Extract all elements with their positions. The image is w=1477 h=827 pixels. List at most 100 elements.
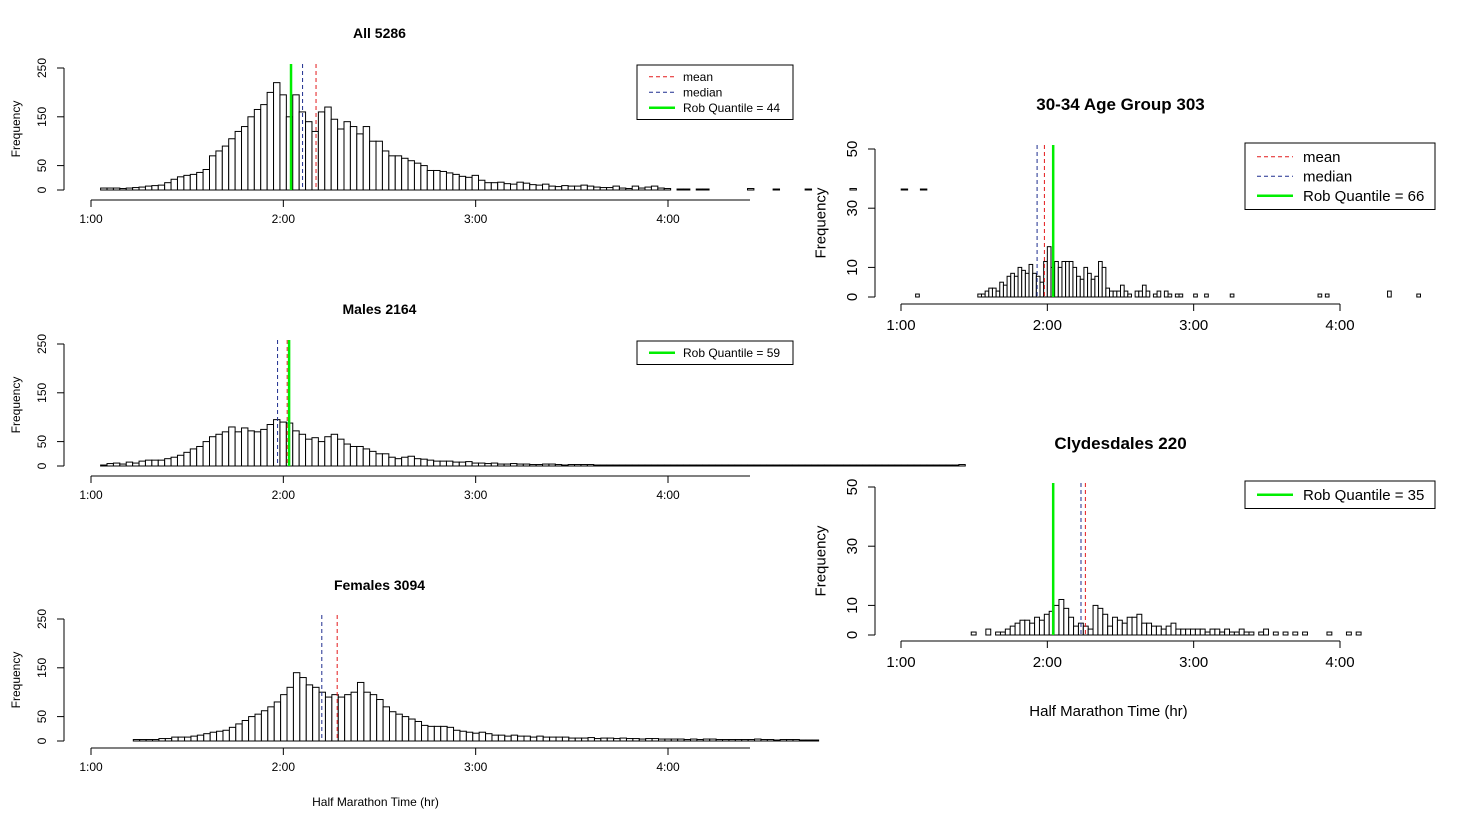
histogram-bar bbox=[317, 441, 326, 467]
histogram-bar bbox=[631, 185, 640, 191]
histogram-bar bbox=[427, 725, 435, 742]
histogram-bar bbox=[215, 150, 223, 191]
histogram-bar bbox=[1068, 260, 1074, 298]
histogram-bar bbox=[253, 108, 262, 191]
histogram-bar bbox=[843, 464, 851, 467]
histogram-bar bbox=[413, 458, 422, 467]
histogram-bar bbox=[426, 459, 435, 467]
histogram-bar bbox=[1387, 290, 1392, 298]
histogram-bar bbox=[472, 732, 480, 742]
histogram-bar bbox=[1054, 260, 1059, 298]
histogram-bar bbox=[1185, 628, 1192, 636]
histogram-bar bbox=[995, 290, 1001, 298]
y-tick-label: 30 bbox=[844, 200, 861, 217]
histogram-bar bbox=[1102, 613, 1109, 636]
x-tick-label: 3:00 bbox=[1179, 654, 1208, 671]
histogram-bar bbox=[823, 464, 832, 467]
histogram-bar bbox=[734, 739, 743, 742]
legend: Rob Quantile = 59 bbox=[636, 340, 794, 365]
histogram-bar bbox=[1123, 290, 1129, 298]
histogram-bar bbox=[522, 182, 531, 191]
y-tick-label: 10 bbox=[844, 259, 861, 276]
bars bbox=[915, 246, 1421, 298]
histogram-bar bbox=[1046, 246, 1052, 298]
histogram-bar bbox=[241, 720, 250, 742]
histogram-bar bbox=[164, 738, 173, 742]
histogram-bar bbox=[754, 738, 762, 742]
histogram-bar bbox=[119, 188, 127, 191]
histogram-bar bbox=[426, 169, 435, 191]
histogram-bar bbox=[1345, 631, 1352, 636]
histogram-bar bbox=[792, 739, 800, 742]
histogram-bar bbox=[1029, 622, 1036, 636]
histogram-bar bbox=[477, 462, 486, 467]
histogram-bar bbox=[248, 716, 256, 742]
histogram-bar bbox=[631, 464, 640, 467]
histogram-bar bbox=[1324, 293, 1330, 298]
histogram-bar bbox=[228, 138, 236, 191]
histogram-bar bbox=[324, 436, 332, 467]
y-axis-label: Frequency bbox=[9, 377, 23, 434]
histogram-bar bbox=[734, 464, 742, 467]
histogram-bar bbox=[650, 185, 659, 191]
histogram-bar bbox=[766, 464, 774, 467]
histogram-bar bbox=[228, 426, 236, 467]
histogram-bar bbox=[988, 287, 993, 298]
histogram-bar bbox=[804, 188, 813, 191]
histogram-bar bbox=[554, 464, 563, 467]
histogram-bar bbox=[1105, 287, 1111, 298]
histogram-bar bbox=[619, 737, 627, 742]
histogram-bar bbox=[561, 464, 569, 467]
histogram-bar bbox=[132, 462, 140, 467]
histogram-bar bbox=[887, 464, 896, 467]
histogram-bar bbox=[574, 737, 583, 742]
histogram-bar bbox=[548, 185, 556, 191]
histogram-bar bbox=[344, 694, 352, 742]
histogram-bar bbox=[599, 187, 608, 191]
histogram-bar bbox=[299, 677, 307, 742]
histogram-bar bbox=[915, 293, 920, 298]
histogram-bar bbox=[664, 738, 672, 742]
histogram-bar bbox=[555, 736, 563, 742]
histogram-bar bbox=[1233, 631, 1240, 636]
histogram-bar bbox=[670, 464, 678, 467]
histogram-bar bbox=[1038, 619, 1045, 636]
histogram-bar bbox=[593, 186, 601, 191]
histogram-bar bbox=[682, 188, 691, 191]
x-tick-label: 3:00 bbox=[464, 488, 488, 502]
histogram-bar bbox=[407, 160, 415, 191]
histogram-panel: Clydesdales 220 Frequency 0 10 30 50 1:00 2:00 3… bbox=[812, 434, 1436, 720]
histogram-bar bbox=[363, 691, 371, 742]
x-tick-label: 2:00 bbox=[272, 212, 296, 226]
histogram-bar bbox=[503, 183, 512, 191]
histogram-bar bbox=[497, 463, 505, 467]
histogram-bar bbox=[171, 736, 179, 742]
histogram-bar bbox=[695, 188, 704, 191]
histogram-bar bbox=[714, 464, 723, 467]
histogram-bar bbox=[682, 464, 691, 467]
histogram-bar bbox=[125, 461, 134, 467]
histogram-bar bbox=[439, 460, 447, 467]
histogram-bar bbox=[746, 464, 755, 467]
histogram-bar bbox=[491, 734, 499, 742]
histogram-bar bbox=[593, 738, 602, 742]
histogram-bar bbox=[369, 140, 377, 191]
histogram-bar bbox=[881, 464, 889, 467]
histogram-bar bbox=[529, 184, 537, 191]
histogram-bar bbox=[536, 735, 544, 742]
histogram-bar bbox=[349, 126, 358, 191]
histogram-bar bbox=[587, 737, 595, 742]
histogram-bar bbox=[247, 430, 255, 467]
histogram-bar bbox=[1087, 272, 1092, 298]
histogram-bar bbox=[746, 188, 755, 191]
histogram-bar bbox=[772, 188, 781, 191]
histogram-bar bbox=[1199, 628, 1206, 636]
x-tick-label: 1:00 bbox=[886, 317, 915, 334]
x-tick-label: 3:00 bbox=[1179, 317, 1208, 334]
histogram-bar bbox=[196, 734, 205, 742]
histogram-bar bbox=[1058, 598, 1065, 636]
histogram-bar bbox=[618, 187, 627, 191]
histogram-bar bbox=[216, 730, 224, 742]
histogram-bar bbox=[337, 128, 345, 191]
histogram-bar bbox=[1170, 622, 1177, 636]
